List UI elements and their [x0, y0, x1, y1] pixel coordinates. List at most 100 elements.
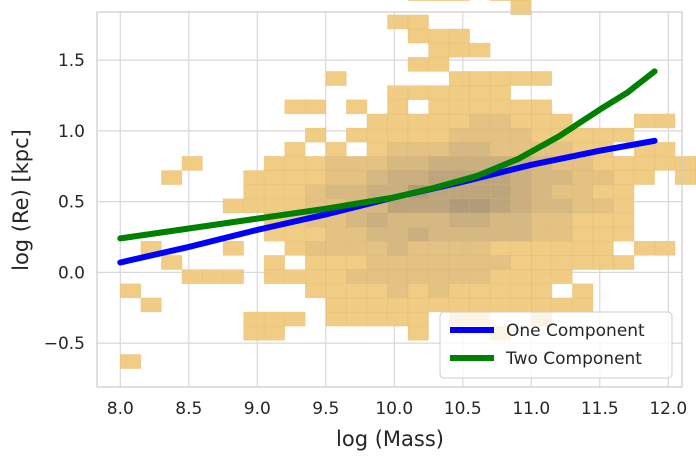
histogram-cell	[387, 170, 409, 185]
histogram-cell	[263, 170, 285, 185]
histogram-cell	[613, 127, 635, 143]
histogram-cell	[346, 184, 368, 200]
histogram-cell	[387, 255, 409, 270]
histogram-cell	[613, 226, 635, 242]
histogram-cell	[489, 212, 511, 228]
histogram-cell	[448, 297, 470, 313]
histogram-cell	[387, 113, 409, 129]
histogram-cell	[428, 127, 450, 143]
histogram-cell	[387, 269, 409, 284]
histogram-cell	[469, 156, 491, 171]
histogram-cell	[469, 198, 491, 214]
y-tick-label: 0.5	[58, 193, 85, 213]
histogram-cell	[387, 127, 409, 143]
histogram-cell	[161, 255, 183, 270]
histogram-cell	[551, 184, 573, 200]
histogram-cell	[202, 269, 224, 284]
histogram-cell	[448, 141, 470, 157]
x-tick-label: 11.0	[512, 399, 550, 419]
histogram-cell	[284, 141, 306, 157]
histogram-cell	[489, 85, 511, 100]
histogram-cell	[284, 311, 306, 327]
histogram-cell	[284, 226, 306, 242]
histogram-cell	[346, 240, 368, 256]
histogram-cell	[407, 212, 429, 228]
histogram-cell	[489, 297, 511, 313]
histogram-cell	[613, 255, 635, 270]
legend-label-one-component: One Component	[506, 321, 645, 341]
histogram-cell	[510, 0, 532, 16]
histogram-cell	[428, 85, 450, 100]
histogram-cell	[284, 99, 306, 115]
histogram-cell	[346, 226, 368, 242]
histogram-cell	[428, 269, 450, 284]
histogram-cell	[613, 156, 635, 171]
histogram-cell	[284, 170, 306, 185]
histogram-cell	[448, 28, 470, 44]
histogram-cell	[469, 283, 491, 299]
histogram-cell	[531, 255, 553, 270]
x-tick-label: 11.5	[581, 399, 619, 419]
histogram-cell	[551, 113, 573, 129]
histogram-cell	[428, 283, 450, 299]
histogram-cell	[510, 113, 532, 129]
histogram-cell	[161, 170, 183, 185]
histogram-cell	[654, 240, 676, 256]
histogram-cell	[407, 198, 429, 214]
histogram-cell	[592, 127, 614, 143]
histogram-cell	[366, 297, 388, 313]
histogram-cell	[407, 325, 429, 341]
x-tick-label: 10.0	[375, 399, 413, 419]
histogram-cell	[120, 354, 142, 369]
histogram-cell	[387, 212, 409, 228]
histogram-cell	[346, 269, 368, 284]
histogram-cell	[407, 283, 429, 299]
histogram-cell	[366, 226, 388, 242]
histogram-cell	[510, 127, 532, 143]
histogram-cell	[613, 198, 635, 214]
histogram-cell	[407, 226, 429, 242]
histogram-cell	[325, 311, 347, 327]
histogram-cell	[325, 141, 347, 157]
histogram-cell	[243, 198, 265, 214]
histogram-cell	[551, 170, 573, 185]
histogram-cell	[448, 71, 470, 86]
x-tick-label: 10.5	[444, 399, 482, 419]
histogram-cell	[551, 255, 573, 270]
histogram-cell	[325, 255, 347, 270]
histogram-cell	[572, 170, 594, 185]
histogram-cell	[428, 255, 450, 270]
histogram-cell	[510, 212, 532, 228]
histogram-cell	[346, 212, 368, 228]
histogram-cell	[448, 269, 470, 284]
histogram-cell	[366, 156, 388, 171]
histogram-cell	[551, 240, 573, 256]
histogram-cell	[428, 156, 450, 171]
legend-box	[439, 311, 673, 379]
histogram-cell	[120, 283, 142, 299]
x-tick-label: 8.5	[175, 399, 202, 419]
histogram-cell	[489, 226, 511, 242]
histogram-cell	[407, 269, 429, 284]
fit-lines	[117, 68, 658, 266]
histogram-cell	[325, 156, 347, 171]
histogram-cell	[304, 226, 327, 242]
histogram-cell	[469, 42, 491, 58]
histogram-cell	[510, 0, 532, 1]
histogram-cell	[263, 311, 285, 327]
histogram-cell	[572, 297, 594, 313]
histogram-cell	[387, 311, 409, 327]
histogram-cell	[428, 141, 450, 157]
histogram-cell	[592, 184, 614, 200]
histogram-cell	[613, 170, 635, 185]
y-tick-label: 0.0	[58, 263, 85, 283]
histogram-cell	[407, 85, 429, 100]
histogram-cell	[407, 297, 429, 313]
histogram-cell	[654, 141, 676, 157]
histogram-cell	[572, 198, 594, 214]
histogram-cell	[489, 255, 511, 270]
x-tick-label: 9.0	[244, 399, 271, 419]
histogram-cell	[510, 240, 532, 256]
histogram-cell	[428, 0, 450, 1]
